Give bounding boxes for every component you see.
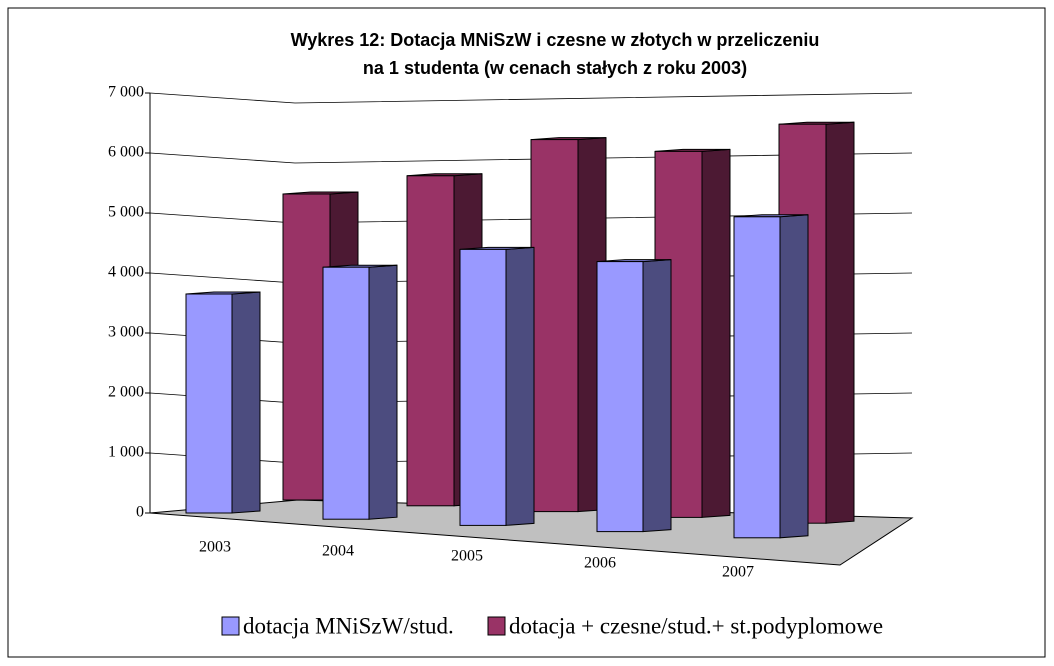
bar xyxy=(530,139,579,513)
legend-label: dotacja + czesne/stud.+ st.podyplomowe xyxy=(509,613,883,638)
grid-line xyxy=(149,92,913,104)
bar-side xyxy=(368,264,398,520)
y-tick-label: 4 000 xyxy=(108,264,144,281)
bar-side xyxy=(231,291,261,514)
bar-side xyxy=(505,246,535,526)
y-tick-label: 6 000 xyxy=(108,144,144,161)
y-tick-label: 7 000 xyxy=(108,84,144,101)
bar xyxy=(185,293,233,514)
x-tick-label: 2003 xyxy=(199,539,231,556)
chart-title: na 1 studenta (w cenach stałych z roku 2… xyxy=(363,58,747,78)
y-tick-label: 5 000 xyxy=(108,204,144,221)
legend-swatch xyxy=(487,616,506,636)
x-tick-label: 2005 xyxy=(451,548,483,565)
x-tick-label: 2007 xyxy=(722,564,754,581)
bar-side xyxy=(642,259,672,533)
bar xyxy=(459,248,507,526)
bar-side xyxy=(825,121,855,524)
x-tick-label: 2006 xyxy=(584,555,616,572)
bar xyxy=(596,261,644,533)
y-tick-label: 1 000 xyxy=(108,444,144,461)
y-tick-label: 0 xyxy=(136,504,144,521)
bar-side xyxy=(701,148,731,518)
legend-label: dotacja MNiSzW/stud. xyxy=(243,613,454,638)
y-tick-label: 3 000 xyxy=(108,324,144,341)
y-tick-label: 2 000 xyxy=(108,384,144,401)
bar-side xyxy=(779,214,809,539)
bar xyxy=(282,193,331,501)
bar xyxy=(733,216,781,539)
bar xyxy=(322,266,370,520)
legend-swatch xyxy=(221,616,240,636)
chart-title: Wykres 12: Dotacja MNiSzW i czesne w zło… xyxy=(291,30,820,50)
bar xyxy=(406,175,455,507)
x-tick-label: 2004 xyxy=(322,543,354,560)
